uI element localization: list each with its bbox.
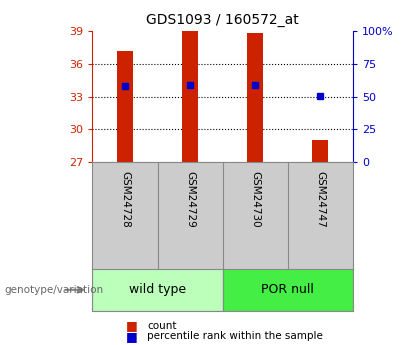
Text: genotype/variation: genotype/variation: [4, 285, 103, 295]
Text: GSM24730: GSM24730: [250, 171, 260, 227]
Title: GDS1093 / 160572_at: GDS1093 / 160572_at: [146, 13, 299, 27]
Text: GSM24747: GSM24747: [315, 171, 325, 227]
Bar: [312, 140, 328, 162]
Text: ■: ■: [126, 330, 138, 343]
Bar: [247, 33, 263, 162]
Bar: [117, 51, 133, 162]
Text: POR null: POR null: [261, 283, 314, 296]
Text: GSM24729: GSM24729: [185, 171, 195, 227]
Text: ■: ■: [126, 319, 138, 333]
Bar: [182, 31, 198, 162]
Text: GSM24728: GSM24728: [120, 171, 130, 227]
Bar: [92, 269, 223, 310]
Bar: [223, 269, 353, 310]
Text: count: count: [147, 321, 176, 331]
Text: percentile rank within the sample: percentile rank within the sample: [147, 332, 323, 341]
Text: wild type: wild type: [129, 283, 186, 296]
